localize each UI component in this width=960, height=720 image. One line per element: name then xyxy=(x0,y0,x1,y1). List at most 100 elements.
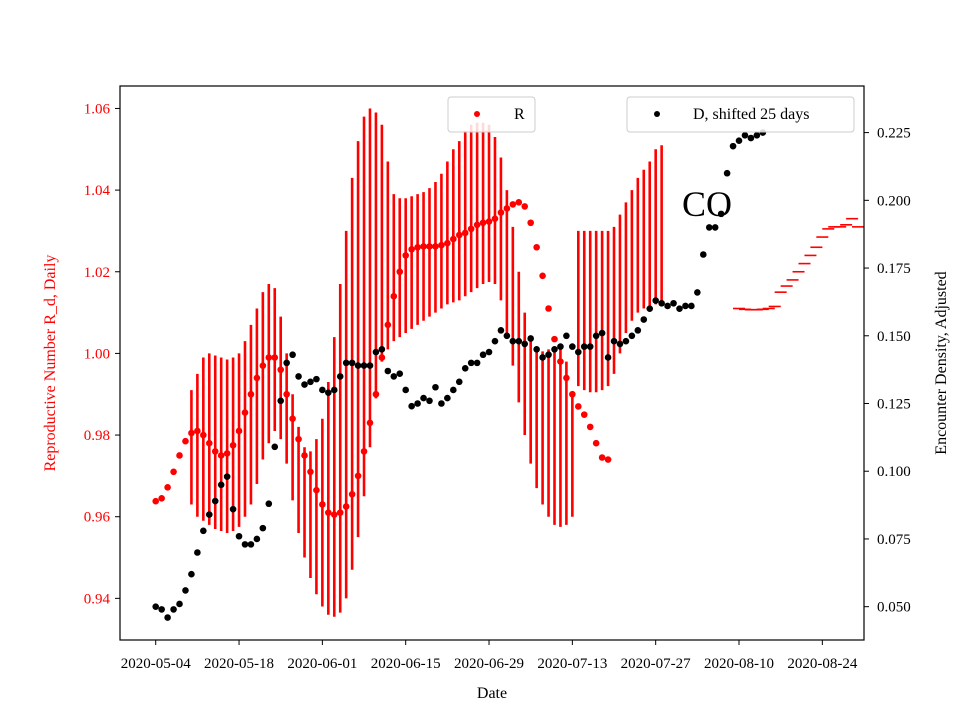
d-point xyxy=(455,378,463,386)
r-point xyxy=(408,246,415,253)
r-point xyxy=(164,484,171,491)
r-point xyxy=(509,201,517,208)
d-point xyxy=(176,600,183,608)
r-point xyxy=(330,511,338,518)
d-point xyxy=(533,346,540,353)
r-point xyxy=(188,429,195,437)
r-point xyxy=(384,321,392,329)
d-point xyxy=(646,305,654,312)
y-right-tick-label: 0.225 xyxy=(877,126,911,142)
d-point xyxy=(545,351,552,359)
y-left-axis-label: Reproductive Number R_d, Daily xyxy=(42,255,59,472)
d-point xyxy=(485,348,493,356)
d-point xyxy=(277,397,285,405)
d-point xyxy=(735,137,743,145)
d-point xyxy=(366,362,374,369)
r-point xyxy=(223,450,231,457)
d-point xyxy=(699,251,707,258)
r-point xyxy=(527,219,534,227)
r-point xyxy=(158,495,165,502)
x-tick-label: 2020-07-13 xyxy=(537,656,607,672)
y-right-tick-label: 0.150 xyxy=(877,329,911,345)
d-point xyxy=(194,549,201,556)
r-point xyxy=(295,435,302,443)
r-point xyxy=(170,468,177,476)
r-point xyxy=(551,335,558,343)
d-point xyxy=(616,340,624,348)
r-point xyxy=(575,403,582,410)
r-point xyxy=(390,292,398,300)
legend-d-marker xyxy=(654,111,660,117)
y-left-tick-label: 0.94 xyxy=(84,591,111,607)
d-point xyxy=(598,329,606,337)
d-point xyxy=(342,359,350,367)
d-point xyxy=(509,337,517,345)
d-point xyxy=(247,541,255,548)
y-right-tick-label: 0.125 xyxy=(877,397,911,413)
y-left-axis: 0.94 0.96 0.98 1.00 1.02 1.04 1.06 xyxy=(84,101,120,607)
r-point xyxy=(455,231,463,239)
d-point xyxy=(301,381,308,388)
d-point xyxy=(408,402,415,410)
d-point xyxy=(259,524,267,532)
r-point xyxy=(598,454,606,461)
y-left-tick-label: 1.02 xyxy=(84,265,110,281)
d-point xyxy=(402,386,409,394)
r-point xyxy=(277,366,285,374)
d-point xyxy=(432,383,439,391)
r-point xyxy=(586,423,594,431)
d-point xyxy=(330,386,338,394)
d-point xyxy=(217,481,225,489)
legend-r-box xyxy=(447,96,536,133)
d-point xyxy=(658,299,665,307)
d-point xyxy=(325,389,332,396)
d-point xyxy=(182,587,189,594)
d-point xyxy=(170,606,177,613)
x-tick-label: 2020-05-18 xyxy=(204,656,274,672)
x-tick-label: 2020-06-01 xyxy=(287,656,357,672)
r-point xyxy=(414,243,421,251)
d-point xyxy=(753,132,761,139)
d-point xyxy=(688,302,695,310)
d-point xyxy=(628,332,636,340)
r-point xyxy=(432,243,439,250)
r-point xyxy=(396,268,404,276)
d-point xyxy=(592,332,600,340)
d-point xyxy=(241,541,249,548)
d-point xyxy=(158,606,165,613)
r-point xyxy=(592,439,600,447)
legend-r: R xyxy=(447,96,536,133)
d-point xyxy=(378,346,386,353)
legend-r-marker xyxy=(474,111,480,117)
d-point xyxy=(211,497,219,505)
y-left-tick-label: 1.06 xyxy=(84,101,111,117)
r-point xyxy=(503,205,511,212)
d-point xyxy=(521,340,529,348)
d-point xyxy=(372,348,380,356)
x-tick-label: 2020-08-10 xyxy=(704,656,774,672)
r-point xyxy=(307,468,314,476)
y-right-tick-label: 0.050 xyxy=(877,600,911,616)
d-point xyxy=(253,535,261,543)
d-point xyxy=(396,370,404,378)
r-point xyxy=(604,456,612,463)
d-point xyxy=(295,373,302,380)
d-point xyxy=(479,351,487,359)
r-point xyxy=(354,472,362,480)
d-point xyxy=(634,327,642,334)
r-point xyxy=(152,497,160,505)
r-point xyxy=(342,503,350,510)
r-point xyxy=(182,437,189,445)
d-point xyxy=(336,373,344,380)
r-point xyxy=(176,452,183,459)
r-point xyxy=(420,243,427,250)
r-point xyxy=(360,448,368,455)
y-left-tick-label: 1.00 xyxy=(84,346,110,362)
d-point xyxy=(539,354,546,361)
x-axis-label: Date xyxy=(477,685,507,702)
r-point xyxy=(515,199,523,206)
y-right-tick-label: 0.075 xyxy=(877,532,911,548)
d-point xyxy=(580,343,588,350)
r-point xyxy=(265,354,273,361)
d-point xyxy=(223,473,231,480)
